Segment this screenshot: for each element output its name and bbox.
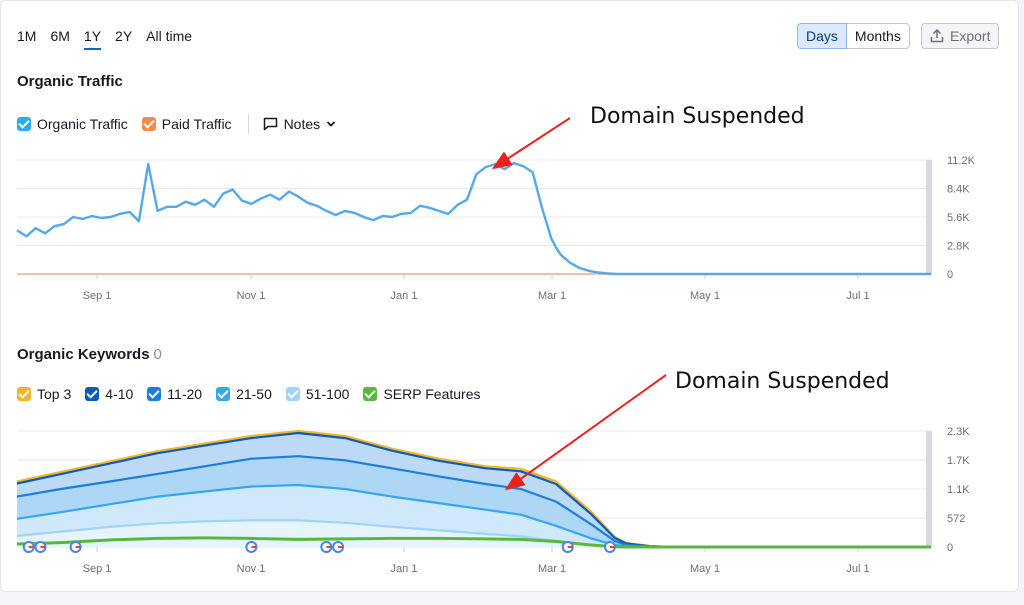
checkbox-icon: [147, 387, 162, 401]
x-tick-label: Sep 1: [83, 563, 112, 575]
scrollbar-track: [926, 431, 932, 547]
legend-organic-traffic[interactable]: Organic Traffic: [17, 116, 128, 132]
google-update-marker: [603, 541, 616, 553]
range-tab-all-time[interactable]: All time: [146, 28, 193, 44]
notes-dropdown[interactable]: Notes: [263, 116, 337, 132]
google-update-marker: [561, 541, 574, 553]
x-tick-label: Sep 1: [83, 290, 112, 302]
legend-11-20[interactable]: 11-20: [147, 386, 202, 402]
legend-label: 4-10: [105, 386, 134, 402]
google-update-marker: [22, 541, 35, 553]
legend-21-50[interactable]: 21-50: [216, 386, 272, 402]
checkbox-icon: [216, 387, 231, 401]
checkbox-icon: [17, 117, 31, 131]
date-range-tabs: 1M 6M 1Y 2Y All time: [17, 28, 206, 50]
traffic-arrow: [491, 117, 571, 170]
google-update-marker: [320, 541, 333, 553]
x-tick-label: Jul 1: [846, 290, 869, 302]
range-tab-2y[interactable]: 2Y: [115, 28, 133, 44]
traffic-title: Organic Traffic: [17, 73, 123, 90]
traffic-legend: Organic Traffic Paid Traffic Notes: [17, 114, 336, 134]
x-tick-label: Mar 1: [538, 563, 566, 575]
legend-top-3[interactable]: Top 3: [17, 386, 71, 402]
overview-card: 1M 6M 1Y 2Y All time Days Months Export …: [0, 0, 1019, 592]
chevron-down-icon: [327, 121, 336, 127]
scrollbar-track: [926, 160, 932, 274]
y-tick-label: 2.3K: [947, 426, 970, 438]
y-tick-label: 0: [947, 542, 953, 554]
legend-divider: [247, 114, 249, 134]
x-tick-label: May 1: [690, 563, 720, 575]
range-tab-6m[interactable]: 6M: [50, 28, 70, 44]
keywords-legend: Top 3 4-10 11-20 21-50 51-100 SERP Featu…: [17, 386, 494, 402]
months-button[interactable]: Months: [846, 23, 910, 49]
range-tab-1m[interactable]: 1M: [17, 28, 37, 44]
keywords-title-text: Organic Keywords: [17, 346, 150, 363]
export-button[interactable]: Export: [921, 23, 1000, 49]
legend-label: 11-20: [167, 386, 203, 402]
legend-label: Top 3: [37, 386, 72, 402]
y-tick-label: 2.8K: [947, 241, 970, 253]
checkbox-icon: [141, 117, 156, 131]
legend-label: 51-100: [305, 386, 350, 402]
google-update-marker: [34, 541, 47, 553]
organic-traffic-line: [16, 161, 931, 276]
y-tick-label: 0: [947, 269, 953, 281]
checkbox-icon: [285, 387, 300, 401]
legend-label: 21-50: [236, 386, 272, 402]
note-icon: [263, 117, 277, 131]
keywords-annotation: Domain Suspended: [675, 369, 890, 394]
x-tick-label: Nov 1: [237, 563, 266, 575]
organic-keywords-chart: 2.3K 1.7K 1.1K 572 0 Sep 1 Nov 1 Jan 1 Mar 1 May …: [16, 426, 970, 575]
x-tick-label: Nov 1: [237, 290, 266, 302]
checkbox-icon: [363, 387, 378, 401]
notes-label: Notes: [283, 116, 321, 132]
y-tick-label: 572: [947, 513, 965, 525]
annotation-arrows: [491, 117, 667, 491]
y-tick-label: 1.7K: [947, 455, 970, 467]
days-button[interactable]: Days: [797, 23, 847, 49]
keywords-count: 0: [153, 346, 162, 363]
range-tab-1y[interactable]: 1Y: [83, 28, 102, 50]
legend-51-100[interactable]: 51-100: [285, 386, 350, 402]
y-tick-label: 8.4K: [947, 184, 970, 196]
traffic-annotation: Domain Suspended: [590, 104, 805, 129]
y-tick-label: 11.2K: [947, 155, 976, 167]
y-tick-label: 5.6K: [947, 212, 970, 224]
legend-label: Paid Traffic: [161, 116, 232, 132]
upload-icon: [930, 29, 944, 43]
legend-paid-traffic[interactable]: Paid Traffic: [141, 116, 232, 132]
keywords-title: Organic Keywords 0: [17, 346, 162, 363]
y-tick-label: 1.1K: [947, 484, 970, 496]
x-tick-label: May 1: [690, 290, 720, 302]
google-update-marker: [69, 541, 82, 553]
checkbox-icon: [17, 387, 31, 401]
legend-4-10[interactable]: 4-10: [85, 386, 133, 402]
google-update-marker: [332, 541, 345, 553]
keywords-arrow: [504, 374, 667, 491]
export-label: Export: [950, 28, 991, 44]
granularity-toggle: Days Months: [797, 23, 910, 49]
organic-traffic-chart: 11.2K 8.4K 5.6K 2.8K 0 Sep 1 Nov 1 Jan 1 Mar 1 Ma…: [16, 155, 976, 302]
x-tick-label: Jul 1: [846, 563, 869, 575]
legend-label: Organic Traffic: [37, 116, 128, 132]
x-tick-label: Jan 1: [391, 290, 418, 302]
checkbox-icon: [85, 387, 100, 401]
keywords-line-5: [16, 536, 931, 549]
x-tick-label: Jan 1: [391, 563, 418, 575]
legend-label: SERP Features: [383, 386, 481, 402]
legend-serp-features[interactable]: SERP Features: [363, 386, 480, 402]
google-update-marker: [245, 541, 258, 553]
x-tick-label: Mar 1: [538, 290, 566, 302]
